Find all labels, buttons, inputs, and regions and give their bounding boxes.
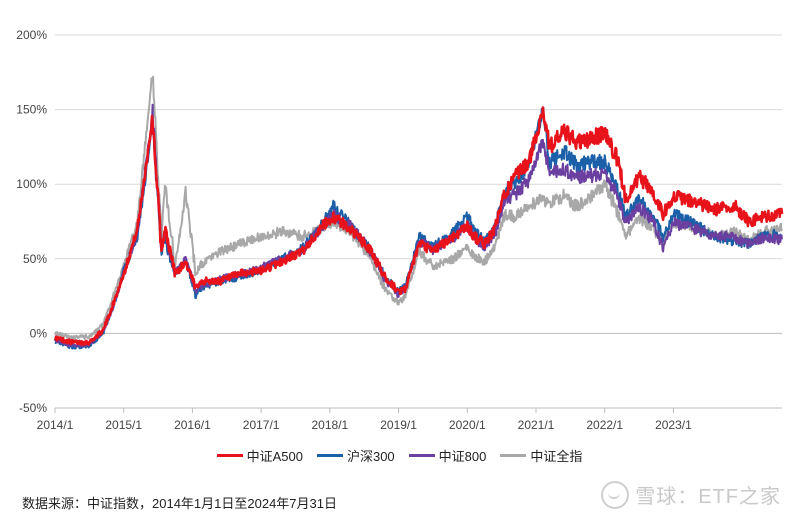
x-tick-label: 2015/1 <box>105 418 142 432</box>
series-line-allshare <box>54 75 783 341</box>
x-tick-label: 2016/1 <box>174 418 211 432</box>
legend: 中证A500 沪深300 中证800 中证全指 <box>0 446 799 465</box>
legend-swatch-allshare <box>500 454 527 457</box>
legend-item-hs300: 沪深300 <box>316 446 395 465</box>
x-tick-label: 2018/1 <box>312 418 349 432</box>
y-tick-label: 200% <box>16 28 47 42</box>
series-line-a500 <box>53 106 784 346</box>
y-tick-label: -50% <box>19 401 47 415</box>
y-axis-ticks: -50% 0% 50% 100% 150% 200% <box>16 28 47 415</box>
x-tick-label: 2017/1 <box>243 418 280 432</box>
watermark-text: 雪球：ETF之家 <box>635 486 781 508</box>
y-tick-label: 0% <box>30 326 48 340</box>
x-axis-ticks: 2014/1 2015/1 2016/1 2017/1 2018/1 2019/1 2020… <box>37 408 692 432</box>
source-note: 数据来源：中证指数，2014年1月1日至2024年7月31日 <box>22 496 337 511</box>
y-tick-label: 50% <box>23 252 47 266</box>
legend-item-csi800: 中证800 <box>408 446 487 465</box>
x-tick-label: 2014/1 <box>37 418 74 432</box>
legend-label-allshare: 中证全指 <box>530 449 583 464</box>
line-chart: -50% 0% 50% 100% 150% 200% 2014/1 2015/1 2016/1… <box>16 28 784 432</box>
series-line-csi800 <box>54 103 783 348</box>
legend-label-a500: 中证A500 <box>246 449 303 464</box>
x-tick-label: 2020/1 <box>449 418 486 432</box>
legend-swatch-csi800 <box>408 454 435 457</box>
y-tick-label: 100% <box>16 177 47 191</box>
y-tick-label: 150% <box>16 103 47 117</box>
legend-label-csi800: 中证800 <box>438 449 487 464</box>
x-tick-label: 2019/1 <box>380 418 417 432</box>
x-tick-label: 2023/1 <box>655 418 692 432</box>
legend-item-allshare: 中证全指 <box>500 446 582 465</box>
series-line-hs300 <box>54 106 783 350</box>
watermark: 雪球：ETF之家 <box>601 480 781 509</box>
legend-swatch-hs300 <box>316 454 343 457</box>
series-lines <box>53 75 784 350</box>
x-tick-label: 2021/1 <box>518 418 555 432</box>
legend-swatch-a500 <box>216 454 243 457</box>
x-tick-label: 2022/1 <box>586 418 623 432</box>
legend-item-a500: 中证A500 <box>216 446 303 465</box>
snowball-logo-icon <box>601 480 630 509</box>
legend-label-hs300: 沪深300 <box>346 449 395 464</box>
